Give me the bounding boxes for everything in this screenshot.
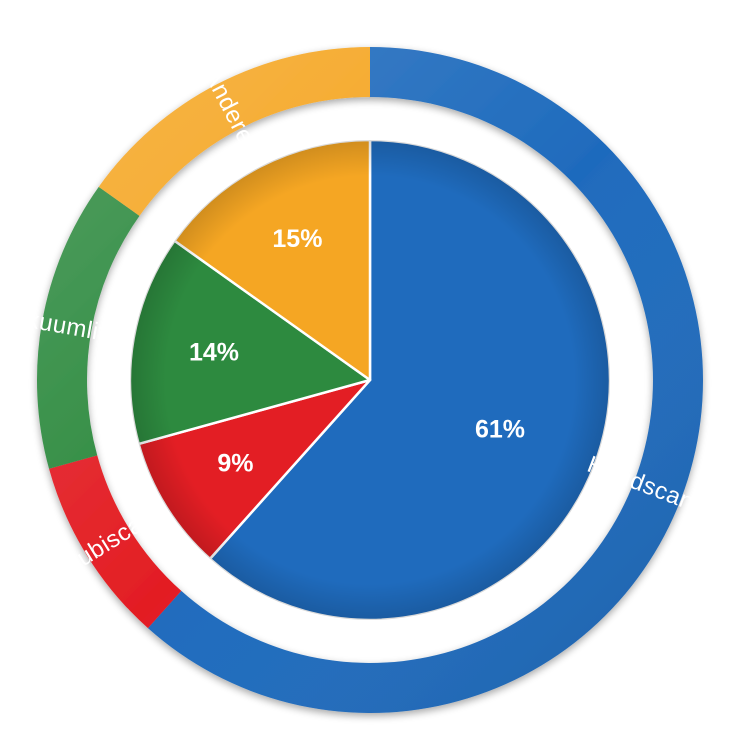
value-label-vakuumlifter: 14%: [189, 338, 239, 366]
pie: [128, 138, 612, 622]
value-label-handscanner: 61%: [475, 416, 525, 444]
value-label-andere: 15%: [272, 225, 322, 253]
value-label-cubiscan: 9%: [217, 450, 253, 478]
